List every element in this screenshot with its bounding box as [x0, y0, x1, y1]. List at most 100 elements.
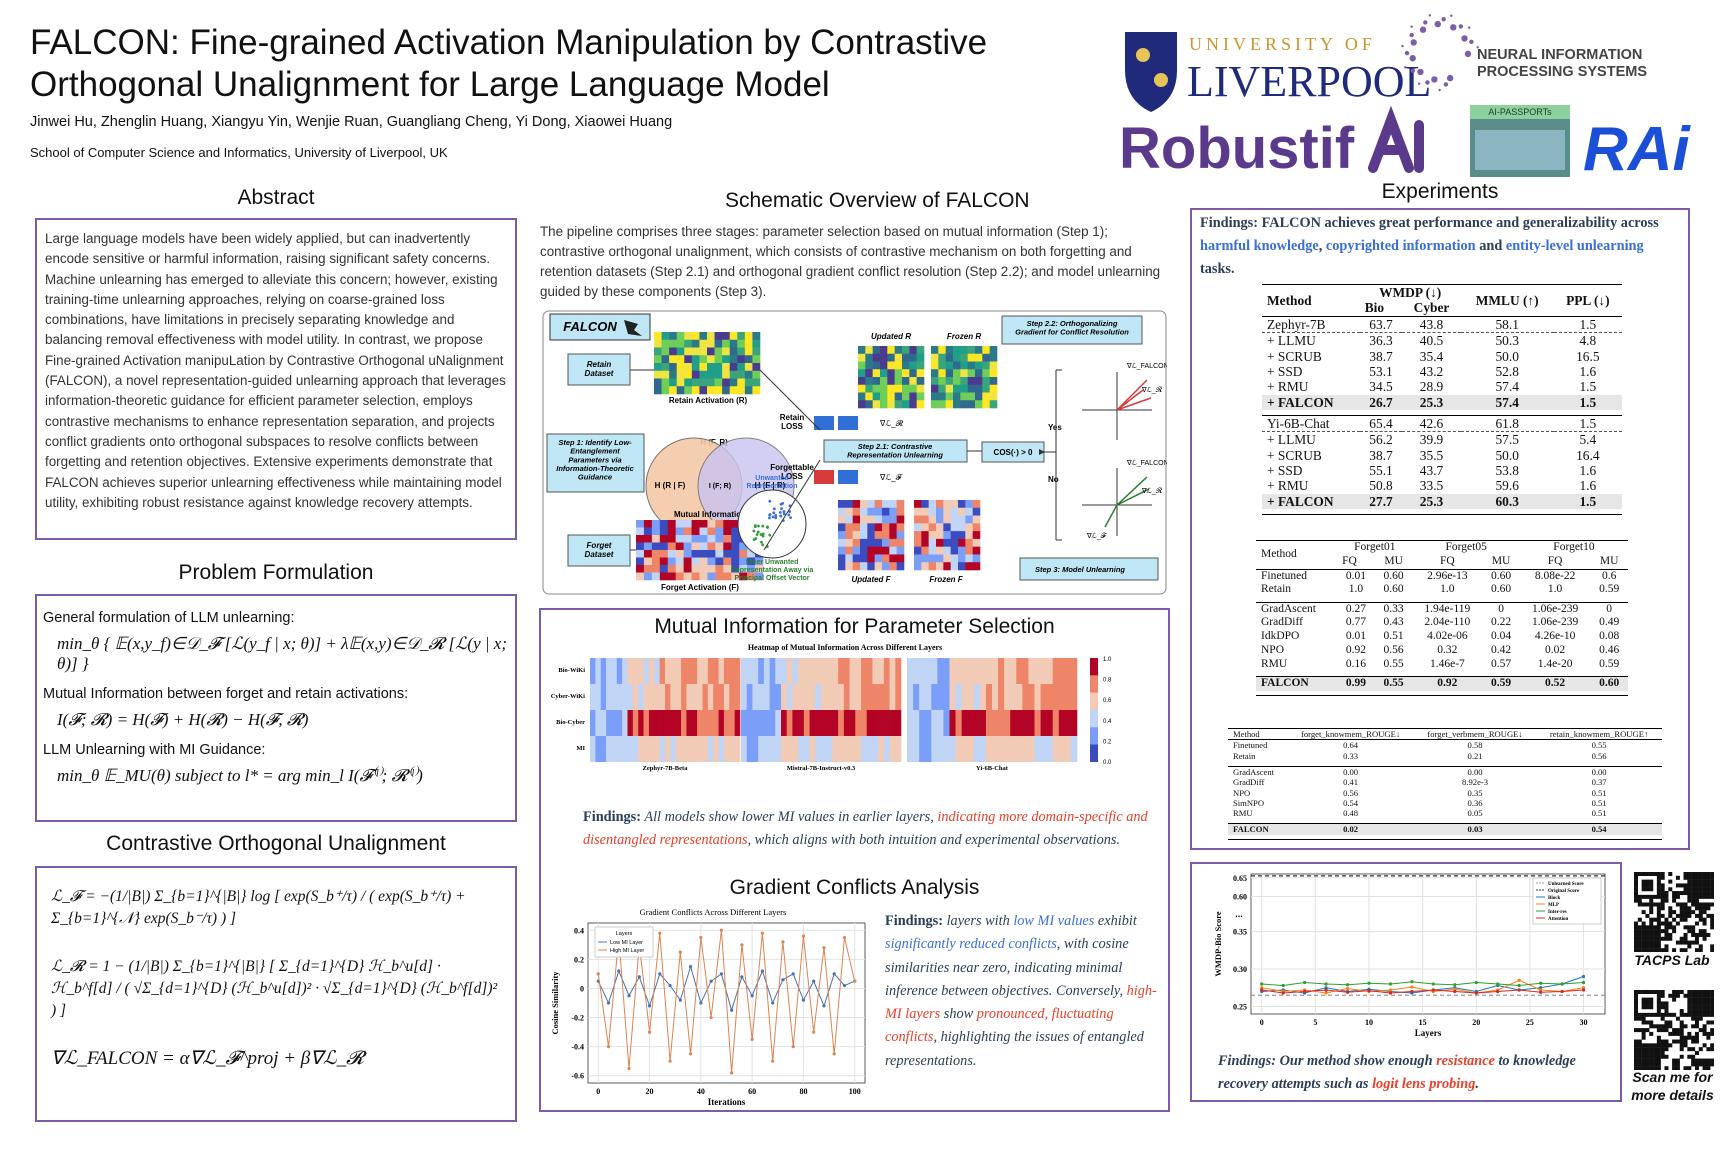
qr-module [1702, 1001, 1707, 1006]
heat-cell [1070, 658, 1078, 684]
heat-cell [874, 546, 883, 555]
robustifai-mark [1368, 105, 1424, 173]
qr-module [1649, 997, 1654, 1002]
qr-module [1645, 990, 1650, 995]
heat-cell [676, 339, 685, 348]
heat-cell [739, 565, 748, 573]
table-row: + RMU 50.8 33.5 59.6 1.6 [1262, 478, 1622, 493]
point [1539, 990, 1543, 994]
header-row: Method Forget01 Forget05 Forget10 [1256, 541, 1628, 560]
heat-cell [638, 710, 644, 736]
heat-cell [691, 332, 700, 341]
heat-cell [667, 542, 676, 551]
qr-module [1634, 940, 1639, 945]
dot [768, 516, 771, 520]
qr-module [1637, 929, 1642, 934]
heat-cell [921, 538, 929, 547]
qr-module [1675, 993, 1680, 998]
qr-module [1653, 940, 1658, 945]
qr-module [1698, 1012, 1703, 1017]
qr-module [1706, 1066, 1711, 1070]
dot [1441, 17, 1446, 22]
table-group: FALCON 0.02 0.03 0.54 [1228, 823, 1662, 840]
heat-cell [636, 550, 645, 558]
qr-module [1660, 872, 1665, 877]
point [832, 972, 836, 976]
qr-module [1660, 887, 1665, 892]
table-cell: 0.41 [1343, 777, 1359, 788]
heat-cell [916, 346, 925, 355]
heat-cell [1040, 658, 1047, 684]
qr-module [1634, 1066, 1639, 1070]
heat-cell [729, 339, 738, 348]
qr-module [1687, 990, 1692, 995]
heat-cell [916, 392, 925, 401]
qr-module [1637, 902, 1642, 907]
table-cell: 0.36 [1467, 797, 1483, 808]
qr-code[interactable] [1634, 990, 1714, 1070]
x-tick-label: 20 [646, 1087, 654, 1096]
heat-cell [707, 332, 715, 341]
contrastive-formulas: ℒ_𝓕 = −(1/|B|) Σ_{b=1}^{|B|} log [ exp(S… [51, 886, 501, 1070]
dot [774, 513, 778, 517]
heat-cell [752, 347, 761, 356]
qr-module [1694, 1035, 1699, 1040]
point [1496, 982, 1500, 986]
heat-cell [737, 386, 746, 395]
dot [781, 501, 785, 505]
point [658, 972, 662, 976]
heat-cell [921, 554, 929, 563]
figure-label: Updated F [851, 575, 891, 584]
heat-cell [950, 531, 959, 540]
qr-module [1679, 917, 1684, 922]
heat-cell [1034, 736, 1041, 762]
y-tick-label: 0.35 [1233, 928, 1247, 937]
legend-frame [1532, 877, 1602, 925]
qr-module [1687, 1035, 1692, 1040]
table-row: IdkDPO 0.01 0.51 4.02e-06 0.04 4.26e-10 0.08 [1256, 630, 1628, 644]
qr-module [1683, 875, 1688, 880]
dot [1438, 88, 1441, 92]
qr-module [1672, 997, 1677, 1002]
heat-cell [691, 535, 700, 543]
neurips-mark [1401, 14, 1479, 92]
heat-cell [894, 369, 903, 378]
heat-cell [998, 684, 1005, 710]
heat-cell [675, 684, 682, 710]
heat-cell [907, 684, 914, 710]
heat-cell [722, 378, 731, 387]
qr-module [1641, 887, 1646, 892]
heat-cell [691, 658, 698, 684]
qr-module [1641, 1005, 1646, 1010]
heat-cell [858, 369, 866, 378]
qr-module [1687, 929, 1692, 934]
heat-cell [832, 710, 839, 736]
y-tick-label: 0.2 [574, 955, 584, 964]
heat-cell [872, 384, 881, 393]
heat-cell [896, 538, 905, 547]
heat-cell [699, 520, 708, 528]
heat-cell [752, 332, 761, 341]
heat-cell [973, 736, 981, 762]
heat-cell [931, 346, 939, 355]
heat-cell [741, 684, 748, 710]
label-line: Step 1: Identify Low- [558, 438, 632, 447]
qr-module [1687, 898, 1692, 903]
qr-module [1710, 1028, 1714, 1033]
heat-cell [676, 370, 685, 379]
heat-cell [691, 386, 700, 395]
heat-cell [718, 710, 725, 736]
qr-module [1656, 1035, 1661, 1040]
heat-cell [669, 378, 678, 387]
heat-cell [809, 658, 816, 684]
heat-cell [691, 542, 700, 551]
qr-module [1675, 1016, 1680, 1021]
qr-module [1660, 993, 1665, 998]
qr-module [1660, 1028, 1665, 1033]
qr-module [1660, 1043, 1665, 1048]
heat-cell [865, 392, 873, 401]
heat-cell [595, 710, 602, 736]
heat-cell [681, 658, 687, 684]
qr-code[interactable] [1634, 872, 1714, 952]
